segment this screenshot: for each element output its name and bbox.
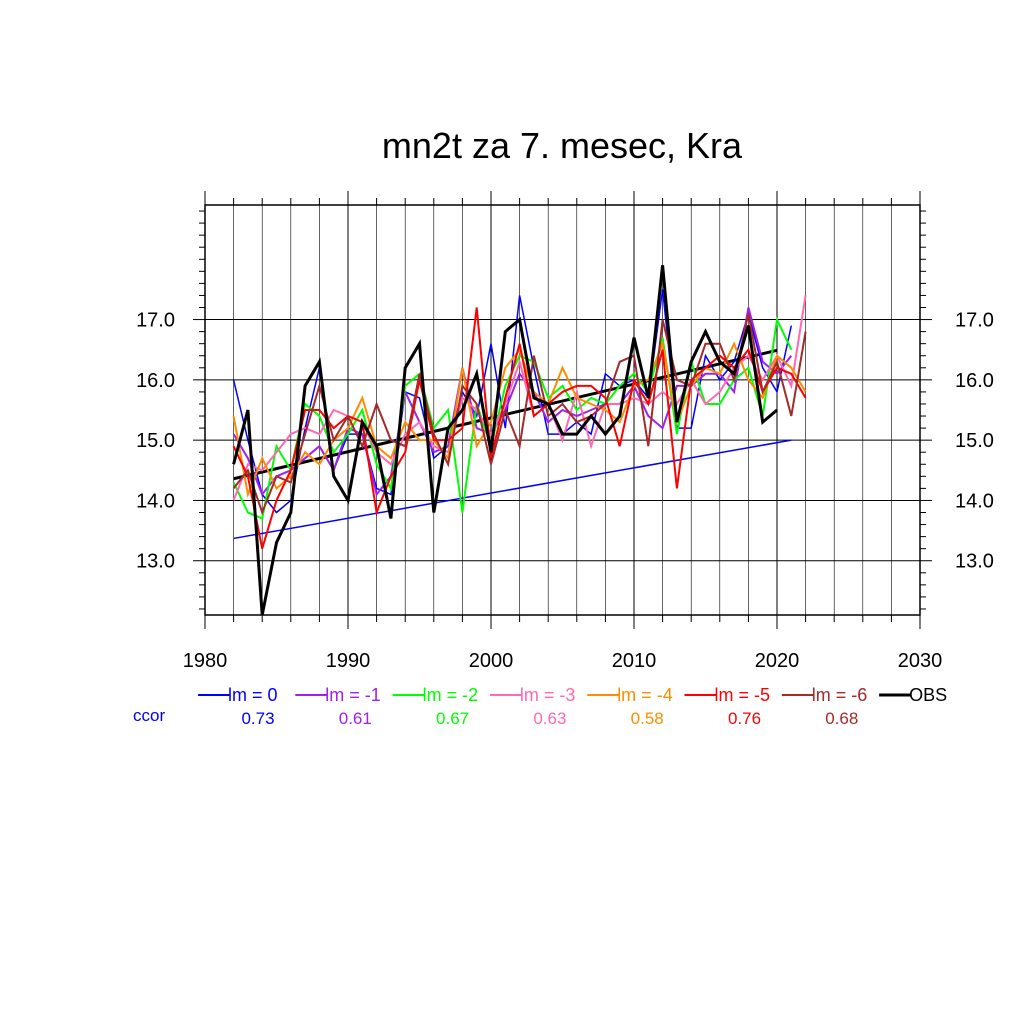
y-tick-label: 13.0 <box>136 551 175 573</box>
legend-label: lm = -6 <box>812 685 868 705</box>
x-tick-label: 2030 <box>898 650 943 672</box>
legend: lm = 0 0.73 lm = -1 0.61 lm = -2 0.67 lm = -3 0… <box>133 685 947 728</box>
x-tick-label: 1980 <box>183 650 228 672</box>
ccor-value: 0.58 <box>631 709 664 728</box>
x-tick-label: 1990 <box>326 650 371 672</box>
y-tick-label: 14.0 <box>136 490 175 512</box>
legend-label: lm = -3 <box>520 685 576 705</box>
ccor-value: 0.76 <box>728 709 761 728</box>
y-tick-label: 17.0 <box>136 310 175 332</box>
series-lines <box>232 265 807 616</box>
legend-label: lm = -4 <box>617 685 673 705</box>
ccor-value: 0.68 <box>825 709 858 728</box>
legend-label: lm = -5 <box>715 685 771 705</box>
ccor-value: 0.73 <box>241 709 274 728</box>
x-tick-label: 2010 <box>612 650 657 672</box>
y-tick-label: 15.0 <box>136 430 175 452</box>
ccor-label: ccor <box>133 706 165 725</box>
x-tick-label: 2020 <box>755 650 800 672</box>
y-tick-label-right: 14.0 <box>955 490 994 512</box>
x-tick-label: 2000 <box>469 650 514 672</box>
series-line-7 <box>232 265 778 616</box>
legend-label: lm = -1 <box>325 685 381 705</box>
legend-label: lm = -2 <box>423 685 479 705</box>
series-line-3 <box>232 295 807 501</box>
plot-frame <box>204 204 921 616</box>
grid <box>205 204 920 615</box>
chart-title: mn2t za 7. mesec, Kra <box>382 125 743 166</box>
tick-marks <box>193 191 932 629</box>
trend-line <box>233 439 792 540</box>
ccor-value: 0.63 <box>533 709 566 728</box>
y-tick-label-right: 15.0 <box>955 430 994 452</box>
legend-label: OBS <box>909 685 947 705</box>
y-tick-label-right: 17.0 <box>955 310 994 332</box>
y-tick-label-right: 16.0 <box>955 370 994 392</box>
ccor-value: 0.61 <box>339 709 372 728</box>
tick-labels: 1980 1990 2000 2010 2020 2030 13.0 13.0 14.0 14.0… <box>136 310 994 672</box>
ccor-value: 0.67 <box>436 709 469 728</box>
legend-label: lm = 0 <box>228 685 278 705</box>
y-tick-label: 16.0 <box>136 370 175 392</box>
y-tick-label-right: 13.0 <box>955 551 994 573</box>
